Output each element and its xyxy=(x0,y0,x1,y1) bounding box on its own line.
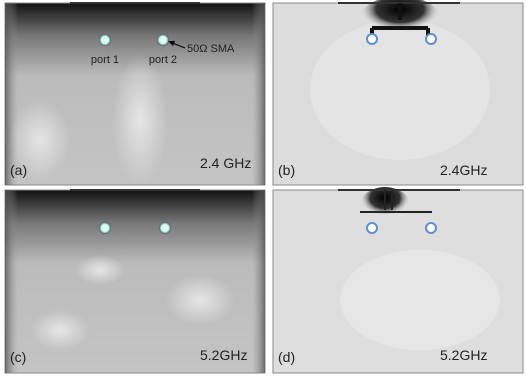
field-region xyxy=(30,310,90,350)
port xyxy=(99,34,111,46)
port xyxy=(426,34,436,44)
annotation: 50Ω SMA xyxy=(187,43,235,55)
field-region xyxy=(310,20,490,160)
frequency-label: 2.4 GHz xyxy=(200,155,251,171)
panel-label: (c) xyxy=(10,349,26,365)
panel-label: (a) xyxy=(10,162,27,178)
panel-d: (d) 5.2GHz xyxy=(273,187,523,373)
port xyxy=(367,34,377,44)
field-region xyxy=(340,250,500,350)
frequency-label: 2.4GHz xyxy=(440,162,487,178)
port xyxy=(157,34,169,46)
port xyxy=(426,223,436,233)
panel-label: (b) xyxy=(278,162,295,178)
port xyxy=(367,223,377,233)
frequency-label: 5.2GHz xyxy=(440,347,487,363)
port-label: port 1 xyxy=(91,54,119,66)
port-label: port 2 xyxy=(149,54,177,66)
frequency-label: 5.2GHz xyxy=(200,347,247,363)
port xyxy=(159,222,171,234)
field-region xyxy=(165,275,235,325)
panel-c: (c) 5.2GHz xyxy=(5,190,265,373)
panel-label: (d) xyxy=(278,349,295,365)
field-region xyxy=(112,55,168,185)
figure: port 1 port 2 50Ω SMA (a) 2.4 GHz (b) 2.… xyxy=(0,0,526,376)
panel-b: (b) 2.4GHz xyxy=(273,0,523,185)
field-region xyxy=(75,255,125,285)
port xyxy=(99,222,111,234)
panel-a: port 1 port 2 50Ω SMA (a) 2.4 GHz xyxy=(5,3,265,185)
